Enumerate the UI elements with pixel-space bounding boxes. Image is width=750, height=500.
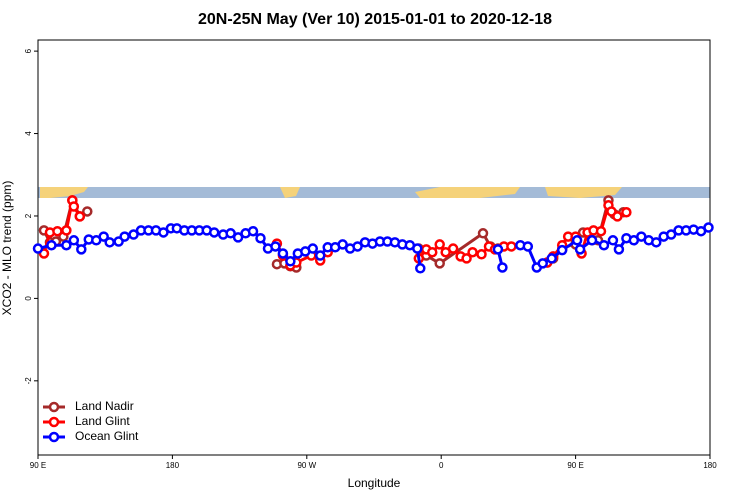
point <box>595 225 607 237</box>
point <box>158 227 169 238</box>
point <box>612 211 623 222</box>
y-tick-label: 0 <box>24 296 33 301</box>
point <box>506 241 517 252</box>
point <box>426 246 438 258</box>
y-tick-label: 2 <box>24 213 33 218</box>
point <box>415 263 426 274</box>
x-tick-label: 90 E <box>567 461 583 470</box>
point <box>270 241 281 252</box>
land <box>545 187 622 198</box>
point <box>607 235 619 246</box>
point <box>476 249 487 260</box>
x-tick-label: 180 <box>703 461 717 470</box>
map-strip <box>38 187 710 198</box>
point <box>68 235 80 246</box>
point <box>247 225 259 237</box>
point <box>285 256 296 267</box>
point <box>447 243 459 254</box>
point <box>32 243 44 254</box>
point <box>352 241 363 252</box>
x-tick-label: 180 <box>166 461 180 470</box>
point <box>76 244 87 255</box>
point <box>467 246 478 258</box>
legend-label: Land Glint <box>75 414 130 428</box>
point <box>537 258 548 269</box>
x-tick-label: 0 <box>439 461 444 470</box>
point <box>434 239 445 250</box>
point <box>650 237 662 248</box>
point <box>571 235 583 246</box>
point <box>546 253 557 264</box>
point <box>522 241 534 252</box>
legend-marker <box>48 431 60 443</box>
chart-title: 20N-25N May (Ver 10) 2015-01-01 to 2020-… <box>198 11 552 28</box>
point <box>128 229 139 240</box>
y-tick-label: -2 <box>24 377 33 385</box>
point <box>61 239 72 251</box>
point <box>61 225 72 236</box>
point <box>497 262 508 273</box>
point <box>574 244 586 255</box>
point <box>208 227 220 238</box>
point <box>68 201 80 212</box>
point <box>477 228 489 239</box>
point <box>46 239 57 251</box>
point <box>621 207 632 218</box>
point <box>586 235 598 246</box>
point <box>314 250 326 261</box>
point <box>119 231 130 242</box>
legend-marker <box>48 401 60 413</box>
land <box>280 187 300 198</box>
point <box>277 248 289 259</box>
point <box>598 239 610 251</box>
point <box>556 244 568 256</box>
land <box>40 187 88 198</box>
y-tick-label: 6 <box>24 48 33 53</box>
y-axis-title: XCO2 - MLO trend (ppm) <box>0 181 14 316</box>
ocean-band <box>38 187 710 198</box>
legend-marker <box>48 416 60 428</box>
point <box>703 222 714 233</box>
x-axis-title: Longitude <box>348 476 401 490</box>
point <box>412 243 423 254</box>
point <box>613 244 625 255</box>
x-tick-label: 90 W <box>297 461 316 470</box>
point <box>74 211 86 222</box>
point <box>52 225 63 237</box>
legend-label: Land Nadir <box>75 399 134 413</box>
point <box>492 244 504 255</box>
point <box>104 237 115 248</box>
point <box>434 258 445 269</box>
point <box>98 231 109 242</box>
point <box>225 228 236 239</box>
point <box>461 253 472 264</box>
y-tick-label: 4 <box>24 131 33 136</box>
point <box>307 243 319 254</box>
point <box>232 232 244 243</box>
point <box>255 232 266 244</box>
land <box>415 187 520 198</box>
point <box>82 206 93 217</box>
x-tick-label: 90 E <box>30 461 46 470</box>
point <box>337 239 348 250</box>
legend-label: Ocean Glint <box>75 429 139 443</box>
point <box>665 229 677 240</box>
